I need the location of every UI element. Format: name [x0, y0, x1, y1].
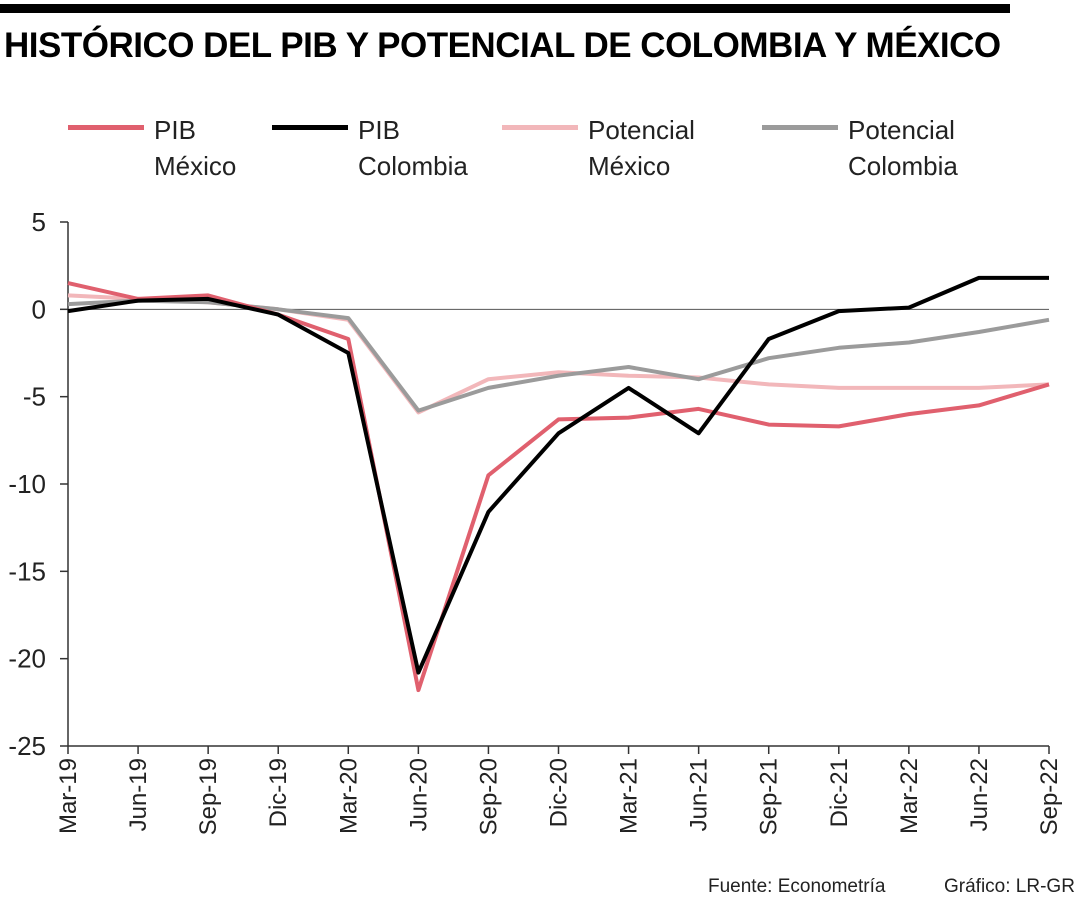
legend-label-line2: Colombia [848, 151, 958, 181]
y-tick-label: 5 [32, 207, 46, 237]
series-line-potencial-mexico [67, 293, 1050, 415]
series-line-pib-mexico [67, 281, 1050, 693]
legend-label-pib-mexico: PIB México [154, 112, 304, 184]
legend-label-line1: PIB [358, 115, 400, 145]
legend-label-line1: Potencial [588, 115, 695, 145]
y-tick-label: -10 [8, 469, 46, 499]
legend-label-line1: PIB [154, 115, 196, 145]
x-tick-label: Sep-20 [475, 758, 502, 835]
legend-label-line2: Colombia [358, 151, 468, 181]
x-tick-label: Sep-19 [195, 758, 222, 835]
x-tick-label: Jun-21 [686, 758, 713, 831]
x-tick-label: Sep-21 [756, 758, 783, 835]
legend-swatch-potencial-colombia [762, 125, 838, 130]
credit-note: Gráfico: LR-GR [944, 876, 1075, 897]
chart-title: HISTÓRICO DEL PIB Y POTENCIAL DE COLOMBI… [4, 26, 1001, 65]
x-tick-label: Mar-21 [616, 758, 643, 834]
y-tick-label: -25 [8, 731, 46, 761]
legend-label-line2: México [154, 151, 237, 181]
top-rule [0, 4, 1010, 13]
x-tick-label: Dic-21 [826, 758, 853, 827]
legend-swatch-potencial-mexico [502, 125, 578, 130]
x-tick-label: Mar-20 [335, 758, 362, 834]
legend-label-line1: Potencial [848, 115, 955, 145]
x-tick-label: Dic-19 [265, 758, 292, 827]
legend: PIB México PIB Colombia Potencial México… [0, 112, 1080, 192]
x-tick-label: Dic-20 [546, 758, 573, 827]
x-tick-label: Sep-22 [1036, 758, 1063, 835]
legend-label-pib-colombia: PIB Colombia [358, 112, 508, 184]
legend-swatch-pib-colombia [272, 125, 348, 130]
y-tick-label: 0 [32, 294, 46, 324]
y-tick-label: -5 [23, 382, 46, 412]
x-tick-label: Jun-20 [405, 758, 432, 831]
y-tick-label: -15 [8, 556, 46, 586]
series-line-potencial-colombia [67, 298, 1050, 413]
legend-swatch-pib-mexico [68, 125, 144, 130]
source-note: Fuente: Econometría [708, 876, 886, 897]
x-tick-label: Jun-22 [966, 758, 993, 831]
legend-label-potencial-colombia: Potencial Colombia [848, 112, 998, 184]
x-tick-label: Mar-19 [55, 758, 82, 834]
x-tick-label: Jun-19 [125, 758, 152, 831]
series-line-pib-colombia [67, 275, 1049, 675]
legend-label-line2: México [588, 151, 671, 181]
y-tick-label: -20 [8, 644, 46, 674]
x-tick-label: Mar-22 [896, 758, 923, 834]
legend-label-potencial-mexico: Potencial México [588, 112, 738, 184]
